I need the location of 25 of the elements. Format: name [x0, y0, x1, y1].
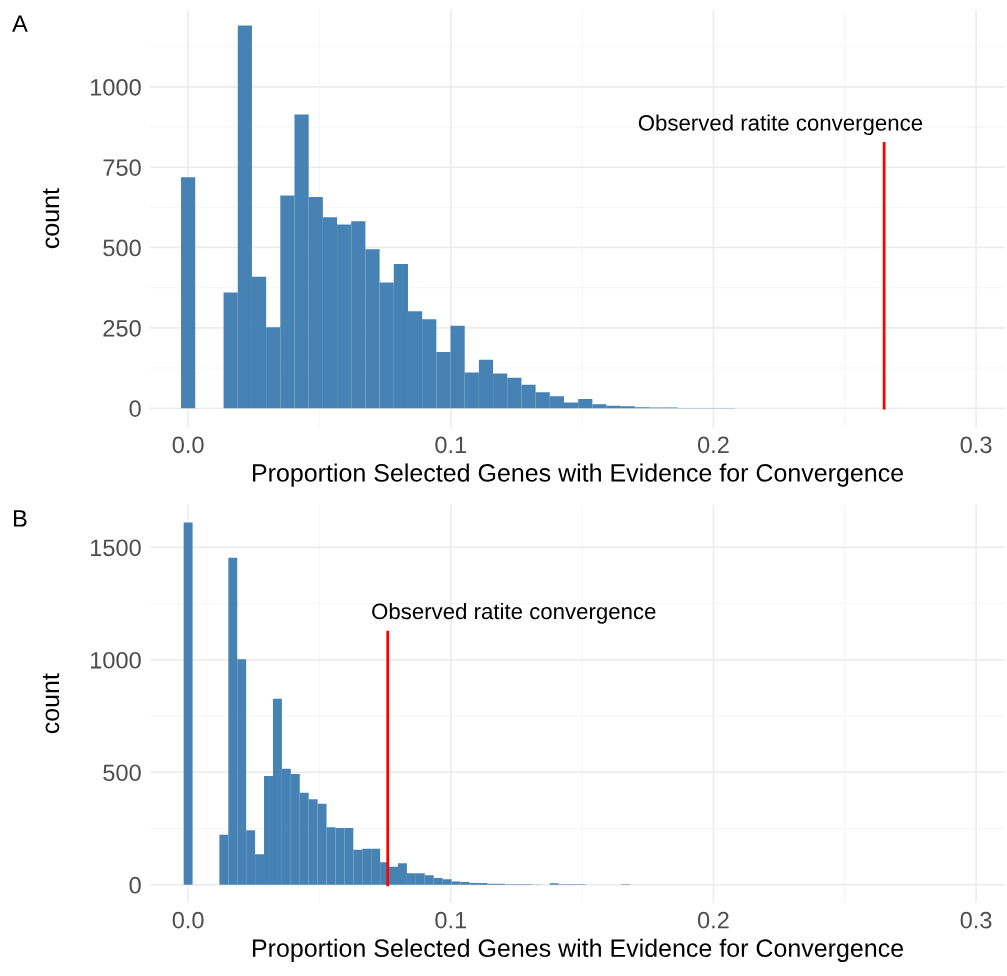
x-tick-label: 0.1 — [435, 436, 467, 454]
ref-line-label: Observed ratite convergence — [638, 114, 923, 136]
y-tick-label: 500 — [103, 764, 141, 782]
y-tick-label: 500 — [103, 239, 141, 257]
x-tick-label: 0.3 — [960, 436, 992, 454]
y-tick-label: 1000 — [90, 651, 141, 669]
chart-title: A — [12, 15, 28, 32]
x-tick-label: 0.2 — [697, 436, 729, 454]
y-tick-label: 1000 — [90, 78, 141, 96]
x-tick-label: 0.2 — [697, 911, 729, 929]
x-axis-title: Proportion Selected Genes with Evidence for Convergence — [253, 463, 903, 487]
y-tick-label: 0 — [129, 400, 141, 417]
chart-title: B — [14, 510, 27, 527]
x-tick-label: 0.0 — [172, 436, 204, 454]
y-tick-label: 0 — [129, 876, 141, 894]
y-axis-title: count — [42, 673, 60, 734]
y-tick-label: 1500 — [90, 539, 141, 557]
y-tick-label: 750 — [103, 159, 141, 176]
x-tick-label: 0.0 — [172, 911, 204, 929]
x-tick-label: 0.3 — [960, 911, 992, 929]
ref-line-label: Observed ratite convergence — [372, 602, 656, 624]
y-axis-title: count — [42, 188, 60, 249]
x-tick-label: 0.1 — [435, 911, 467, 929]
x-axis-title: Proportion Selected Genes with Evidence for Convergence — [253, 938, 903, 962]
y-tick-label: 250 — [103, 319, 141, 337]
